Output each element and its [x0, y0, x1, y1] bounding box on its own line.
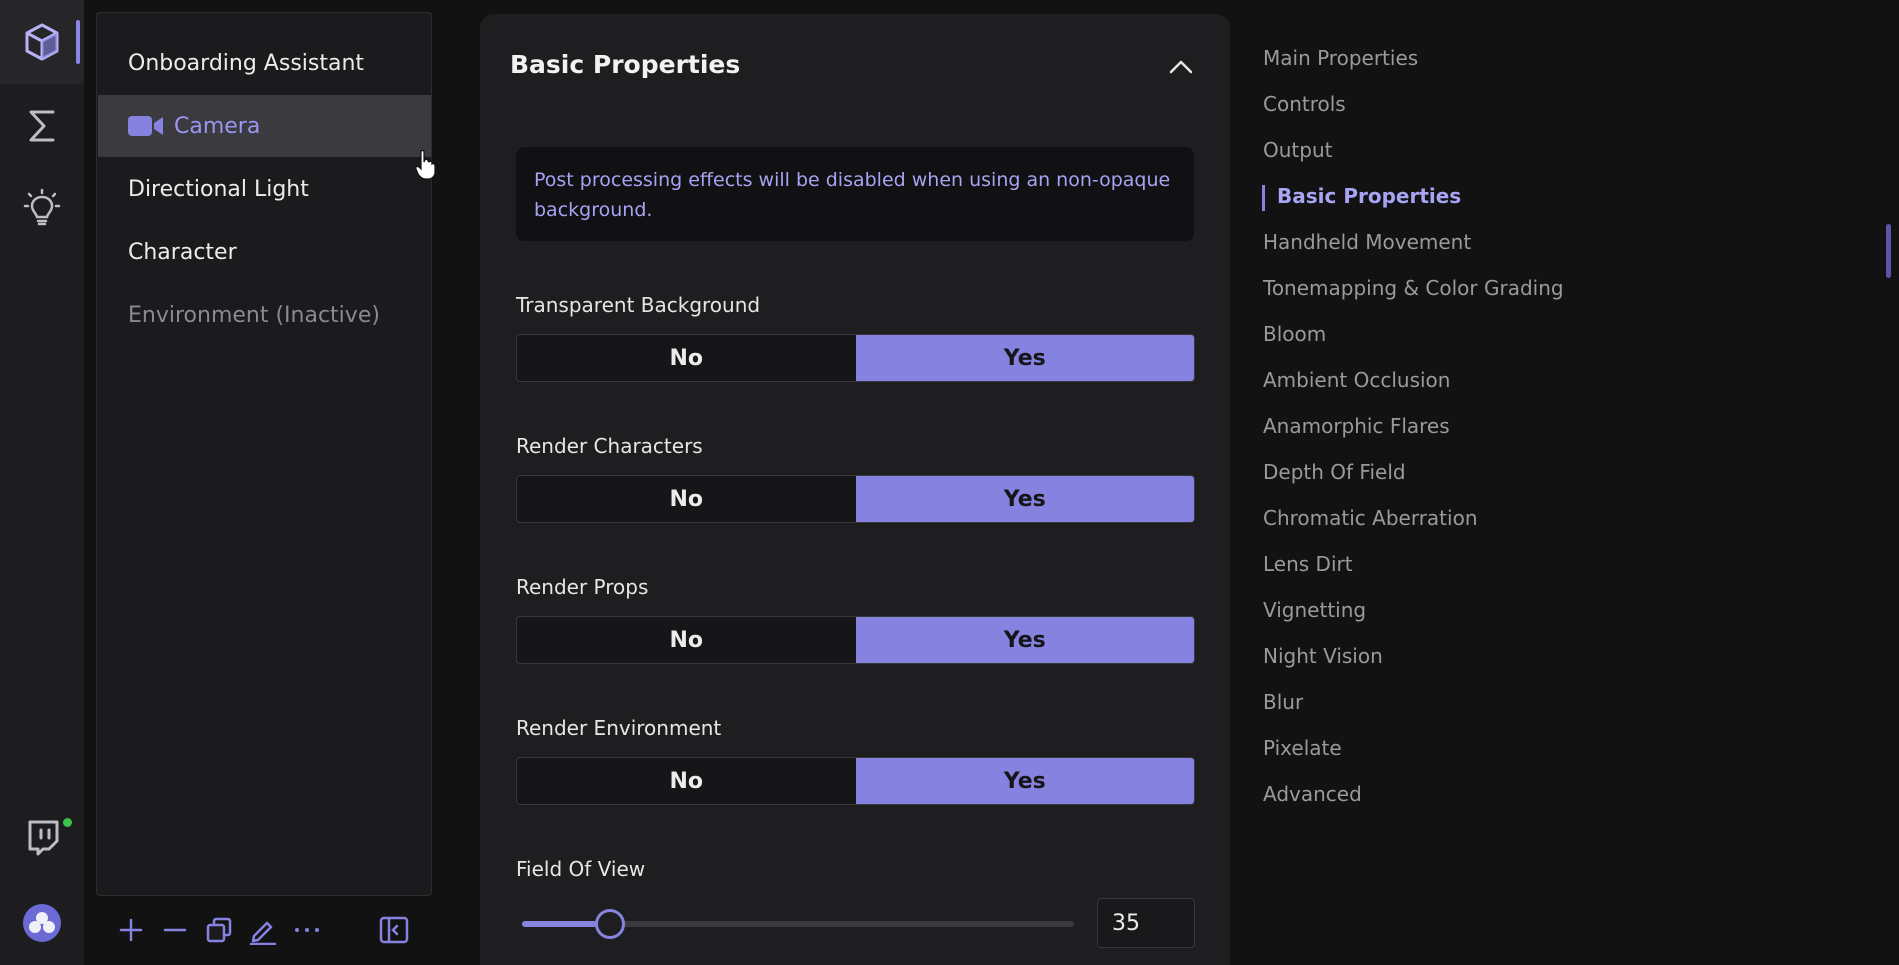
collapse-panel-button[interactable]	[377, 913, 411, 947]
avatar-icon	[23, 904, 61, 942]
more-options-button[interactable]	[290, 913, 324, 947]
transparent-background-toggle: No Yes	[516, 334, 1195, 382]
toc-item-chromatic-aberration[interactable]: Chromatic Aberration	[1263, 506, 1478, 530]
toggle-option-no[interactable]: No	[669, 768, 704, 794]
mouse-cursor-icon	[415, 150, 435, 180]
slider-handle[interactable]	[595, 909, 626, 939]
rail-scene-button[interactable]	[0, 0, 84, 84]
online-status-dot	[63, 818, 72, 827]
toc-item-anamorphic-flares[interactable]: Anamorphic Flares	[1263, 414, 1450, 438]
toc-item-output[interactable]: Output	[1263, 138, 1333, 162]
scene-item-camera[interactable]: Camera	[98, 95, 431, 157]
scene-item-onboarding-assistant[interactable]: Onboarding Assistant	[98, 32, 431, 94]
toggle-option-no[interactable]: No	[669, 627, 704, 653]
toc-item-night-vision[interactable]: Night Vision	[1263, 644, 1383, 668]
toc-item-handheld-movement[interactable]: Handheld Movement	[1263, 230, 1472, 254]
transparent-background-label: Transparent Background	[516, 293, 761, 317]
render-environment-toggle: No Yes	[516, 757, 1195, 805]
scene-toolbar	[96, 905, 432, 955]
more-icon	[295, 928, 319, 932]
toc-item-controls[interactable]: Controls	[1263, 92, 1346, 116]
edit-icon	[249, 921, 277, 945]
rail-formula-button[interactable]	[0, 84, 84, 168]
toc-item-bloom[interactable]: Bloom	[1263, 322, 1327, 346]
toc-item-ambient-occlusion[interactable]: Ambient Occlusion	[1263, 368, 1451, 392]
sigma-icon	[29, 110, 55, 142]
plus-icon	[119, 918, 143, 942]
chevron-up-icon[interactable]	[1166, 52, 1196, 82]
scene-item-label: Onboarding Assistant	[128, 50, 365, 76]
scrollbar-thumb[interactable]	[1886, 224, 1891, 278]
video-camera-icon	[128, 116, 163, 136]
render-props-label: Render Props	[516, 575, 649, 599]
section-title: Basic Properties	[510, 50, 741, 79]
toc-item-depth-of-field[interactable]: Depth Of Field	[1263, 460, 1406, 484]
rail-avatar-button[interactable]	[0, 881, 84, 965]
toc-item-main-properties[interactable]: Main Properties	[1263, 46, 1419, 70]
field-of-view-input[interactable]: 35	[1097, 898, 1195, 948]
toc-item-vignetting[interactable]: Vignetting	[1263, 598, 1367, 622]
rail-lightbulb-button[interactable]	[0, 166, 84, 250]
toggle-option-yes[interactable]: Yes	[855, 758, 1194, 804]
render-characters-label: Render Characters	[516, 434, 703, 458]
scene-item-environment[interactable]: Environment (Inactive)	[98, 284, 431, 346]
collapse-panel-icon	[379, 916, 409, 944]
basic-properties-card: Basic Properties Post processing effects…	[480, 14, 1230, 965]
render-props-toggle: No Yes	[516, 616, 1195, 664]
scene-item-label: Character	[128, 239, 237, 265]
toc-item-advanced[interactable]: Advanced	[1263, 782, 1362, 806]
duplicate-icon	[206, 917, 232, 943]
duplicate-scene-item-button[interactable]	[202, 913, 236, 947]
toggle-option-yes[interactable]: Yes	[855, 476, 1194, 522]
twitch-icon	[28, 820, 59, 856]
scene-item-label: Camera	[174, 113, 261, 139]
toggle-option-no[interactable]: No	[669, 486, 704, 512]
scene-item-label: Environment (Inactive)	[128, 302, 380, 328]
add-scene-item-button[interactable]	[114, 913, 148, 947]
render-environment-label: Render Environment	[516, 716, 722, 740]
cube-icon	[25, 23, 59, 61]
scene-list-panel: Onboarding Assistant Camera Directional …	[96, 12, 435, 896]
toc-item-pixelate[interactable]: Pixelate	[1263, 736, 1342, 760]
remove-scene-item-button[interactable]	[158, 913, 192, 947]
toc-item-tonemapping-color-grading[interactable]: Tonemapping & Color Grading	[1263, 276, 1564, 300]
lightbulb-icon	[23, 188, 61, 226]
toc-item-lens-dirt[interactable]: Lens Dirt	[1263, 552, 1353, 576]
toc-active-indicator	[1262, 185, 1265, 211]
toggle-option-yes[interactable]: Yes	[855, 335, 1194, 381]
rail-twitch-button[interactable]	[0, 795, 84, 879]
rename-scene-item-button[interactable]	[246, 913, 280, 947]
scene-item-label: Directional Light	[128, 176, 309, 202]
render-characters-toggle: No Yes	[516, 475, 1195, 523]
toggle-option-yes[interactable]: Yes	[855, 617, 1194, 663]
field-of-view-slider[interactable]	[522, 921, 1074, 927]
toc-item-basic-properties[interactable]: Basic Properties	[1277, 184, 1462, 208]
field-of-view-label: Field Of View	[516, 857, 646, 881]
icon-rail	[0, 0, 84, 965]
scene-item-character[interactable]: Character	[98, 221, 431, 283]
slider-fill	[522, 921, 611, 927]
toc-item-blur[interactable]: Blur	[1263, 690, 1304, 714]
minus-icon	[163, 928, 187, 932]
notice-box: Post processing effects will be disabled…	[516, 147, 1194, 241]
scene-item-directional-light[interactable]: Directional Light	[98, 158, 431, 220]
toggle-option-no[interactable]: No	[669, 345, 704, 371]
